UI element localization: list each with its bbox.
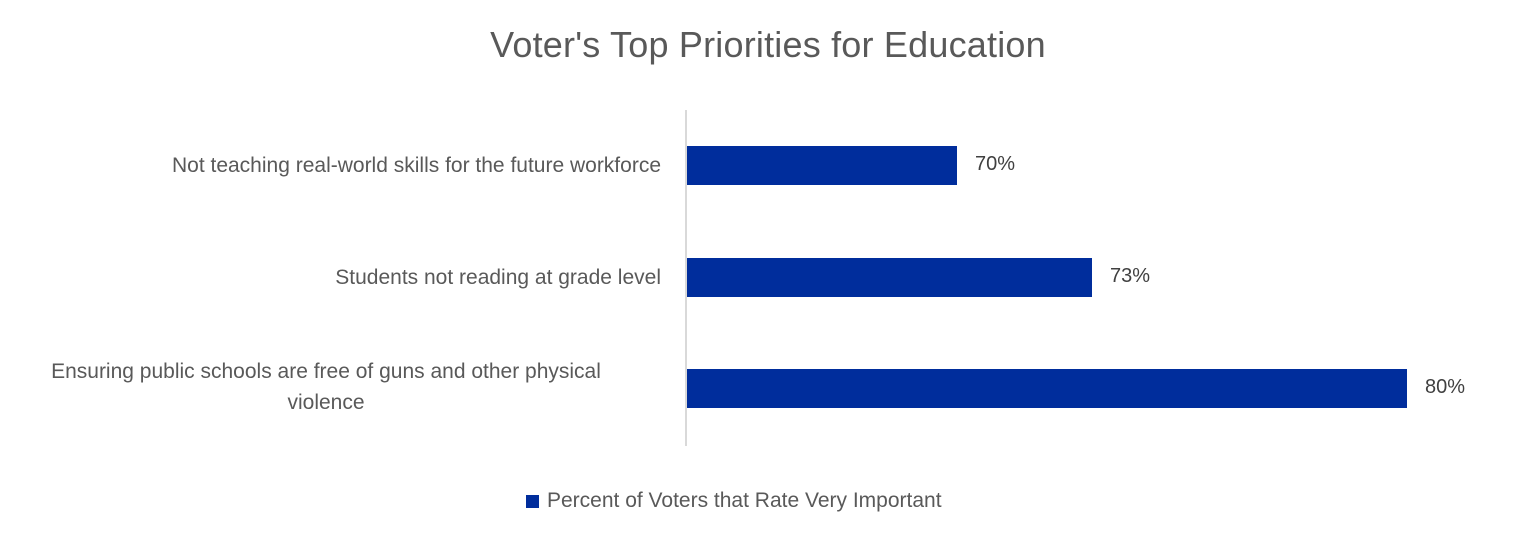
data-label: 80% [1425,376,1466,398]
bar [687,146,957,185]
bar-row: Students not reading at grade level 73% [0,258,1536,298]
category-label: Students not reading at grade level [335,266,661,289]
bar-row: Not teaching real-world skills for the f… [0,146,1536,186]
category-label-line: Ensuring public schools are free of guns… [51,360,601,383]
legend: Percent of Voters that Rate Very Importa… [526,489,942,513]
category-label: Ensuring public schools are free of guns… [0,356,656,418]
data-label: 73% [1110,265,1151,287]
legend-label: Percent of Voters that Rate Very Importa… [547,489,942,512]
legend-swatch [526,494,539,508]
bar [687,258,1092,297]
category-label-line: violence [287,391,365,414]
bar [687,369,1407,408]
data-label: 70% [975,153,1016,175]
category-label: Not teaching real-world skills for the f… [171,154,661,177]
bar-row: Ensuring public schools are free of guns… [0,360,1536,414]
chart-title: Voter's Top Priorities for Education [490,24,1046,65]
category-axis-line [685,110,687,446]
